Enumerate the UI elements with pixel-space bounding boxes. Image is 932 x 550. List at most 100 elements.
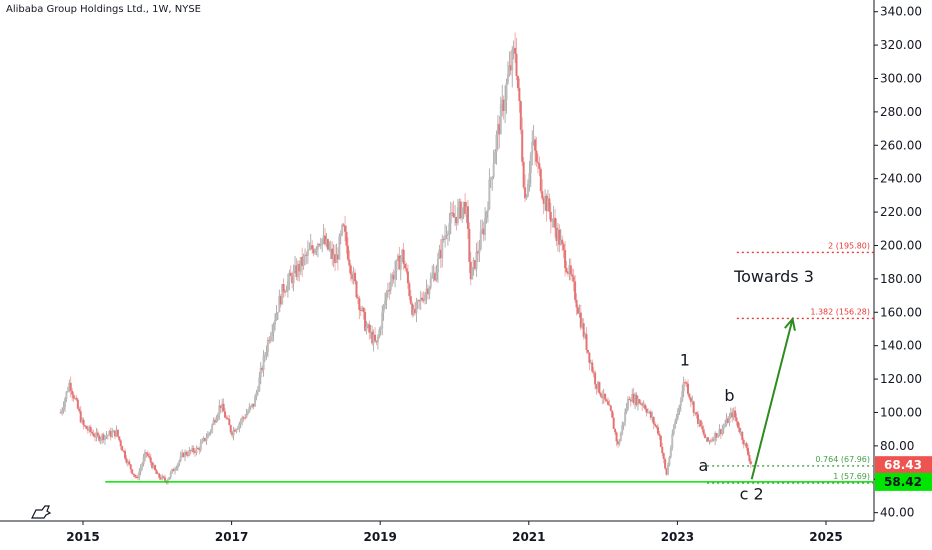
candle-body xyxy=(268,339,271,341)
candle-body xyxy=(684,382,687,384)
candle-body xyxy=(279,295,282,305)
candle-body xyxy=(748,454,751,462)
candle-body xyxy=(682,382,685,392)
candle-body xyxy=(179,455,182,461)
candle-body xyxy=(344,225,347,232)
candle-body xyxy=(672,428,675,435)
candle-body xyxy=(505,82,508,101)
candle-body xyxy=(348,259,351,266)
candle-body xyxy=(676,409,679,417)
candle-body xyxy=(162,476,165,478)
candle-body xyxy=(391,274,394,282)
candle-body xyxy=(254,396,257,407)
candle-body xyxy=(406,271,409,284)
candle-body xyxy=(509,65,512,71)
candle-body xyxy=(404,263,407,269)
candle-body xyxy=(119,440,122,447)
candle-body xyxy=(189,450,192,452)
candle-body xyxy=(342,224,345,226)
candle-body xyxy=(531,141,534,155)
candle-body xyxy=(475,251,478,270)
candle-body xyxy=(299,256,302,272)
candle-body xyxy=(295,265,298,277)
candle-body xyxy=(551,219,554,222)
candle-body xyxy=(591,362,594,372)
candle-body xyxy=(96,432,99,436)
candle-body xyxy=(431,275,434,278)
candle-body xyxy=(72,394,75,399)
candle-body xyxy=(448,223,451,235)
candle-body xyxy=(626,398,629,409)
candle-body xyxy=(114,430,117,437)
candle-body xyxy=(294,265,297,271)
candle-body xyxy=(439,249,442,259)
candle-body xyxy=(312,249,315,254)
y-tick-label: 220.00 xyxy=(880,205,922,219)
candle-body xyxy=(262,355,265,371)
y-tick-label: 340.00 xyxy=(880,5,922,19)
candle-body xyxy=(398,255,401,270)
fib-level-label: 2 (195.80) xyxy=(828,241,870,250)
candle-body xyxy=(225,417,228,419)
candle-body xyxy=(525,196,528,199)
candle-body xyxy=(466,206,469,229)
candle-body xyxy=(212,420,215,425)
candle-body xyxy=(288,272,291,282)
candle-body xyxy=(239,421,242,424)
candle-body xyxy=(291,275,294,284)
candle-body xyxy=(678,405,681,410)
candle-body xyxy=(206,433,209,439)
candle-body xyxy=(481,228,484,232)
candle-body xyxy=(216,414,219,419)
candle-body xyxy=(91,431,94,434)
candle-body xyxy=(704,434,707,439)
candle-body xyxy=(665,468,668,475)
candle-body xyxy=(546,198,549,212)
candle-body xyxy=(156,473,159,475)
candle-body xyxy=(656,427,659,434)
candle-body xyxy=(251,403,254,406)
candle-body xyxy=(368,324,371,333)
candle-body xyxy=(749,461,752,465)
candle-body xyxy=(698,420,701,424)
candle-body xyxy=(289,272,292,276)
candle-body xyxy=(615,432,618,442)
candle-body xyxy=(702,429,705,435)
candle-body xyxy=(261,367,264,371)
candle-body xyxy=(108,431,111,436)
candle-body xyxy=(301,256,304,267)
candle-body xyxy=(494,152,497,164)
candle-body xyxy=(228,419,231,426)
candle-body xyxy=(515,53,518,76)
candle-body xyxy=(79,411,82,423)
candle-body xyxy=(359,309,362,311)
candle-body xyxy=(98,435,101,441)
candle-body xyxy=(629,399,632,402)
price-tag xyxy=(875,456,932,475)
candle-body xyxy=(336,254,339,260)
candle-body xyxy=(464,201,467,214)
candle-body xyxy=(346,245,349,260)
candle-body xyxy=(578,312,581,314)
candle-body xyxy=(426,288,429,295)
candle-body xyxy=(222,403,225,412)
candle-body xyxy=(732,410,735,418)
candle-body xyxy=(675,416,678,422)
candle-body xyxy=(502,99,505,112)
candle-body xyxy=(175,467,178,470)
candle-body xyxy=(382,305,385,313)
candle-body xyxy=(73,398,76,400)
candle-body xyxy=(385,292,388,301)
candle-body xyxy=(548,198,551,212)
candle-body xyxy=(529,154,532,174)
candle-body xyxy=(142,457,145,465)
candle-body xyxy=(535,150,538,162)
candle-body xyxy=(244,417,247,419)
candle-body xyxy=(655,425,658,428)
candle-body xyxy=(171,469,174,473)
candle-body xyxy=(192,447,195,452)
candle-body xyxy=(521,129,524,162)
candle-body xyxy=(482,228,485,235)
candle-body xyxy=(124,450,127,459)
